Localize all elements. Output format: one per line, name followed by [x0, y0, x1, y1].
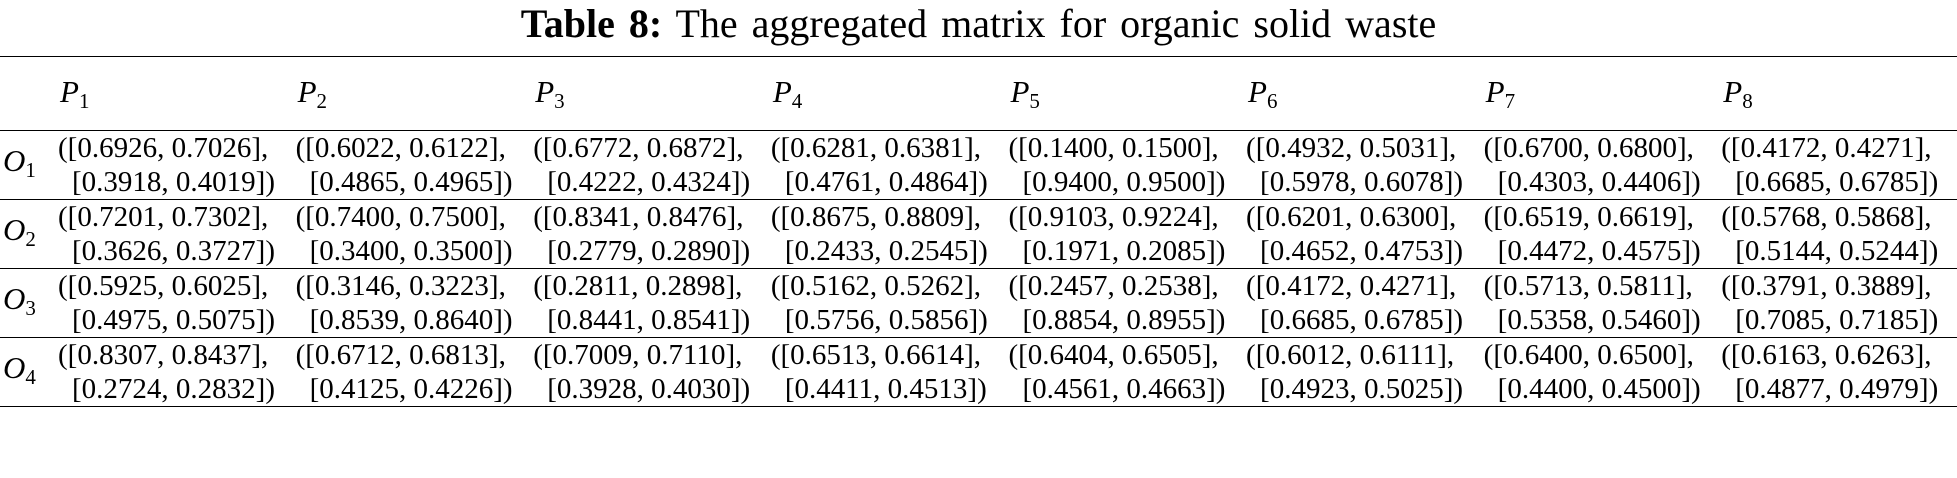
matrix-cell: ([0.8341, 0.8476], [0.2779, 0.2890]) [533, 201, 751, 267]
matrix-cell: ([0.5713, 0.5811], [0.5358, 0.5460]) [1483, 270, 1701, 336]
matrix-cell: ([0.8675, 0.8809], [0.2433, 0.2545]) [770, 201, 988, 267]
column-header: P4 [772, 73, 803, 113]
matrix-cell: ([0.6201, 0.6300], [0.4652, 0.4753]) [1246, 201, 1464, 267]
matrix-cell: ([0.3791, 0.3889], [0.7085, 0.7185]) [1721, 270, 1939, 336]
table-row: O3 ([0.5925, 0.6025], [0.4975, 0.5075]) (… [0, 269, 1957, 338]
matrix-cell: ([0.6926, 0.7026], [0.3918, 0.4019]) [58, 132, 275, 198]
matrix-cell: ([0.2457, 0.2538], [0.8854, 0.8955]) [1008, 270, 1226, 336]
row-header: O1 [3, 142, 36, 182]
table-label: Table 8: [520, 1, 663, 46]
table-row: O4 ([0.8307, 0.8437], [0.2724, 0.2832]) (… [0, 338, 1957, 407]
table-title: The aggregated matrix for organic solid … [675, 1, 1437, 46]
matrix-cell: ([0.6022, 0.6122], [0.4865, 0.4965]) [295, 132, 513, 198]
matrix-cell: ([0.7009, 0.7110], [0.3928, 0.4030]) [533, 339, 751, 405]
column-header: P6 [1248, 73, 1278, 113]
table-caption: Table 8: The aggregated matrix for organ… [0, 2, 1957, 46]
table-row: O1 ([0.6926, 0.7026], [0.3918, 0.4019]) (… [0, 131, 1957, 200]
column-header: P1 [60, 73, 90, 113]
table-row: O2 ([0.7201, 0.7302], [0.3626, 0.3727]) (… [0, 200, 1957, 269]
column-header: P8 [1723, 73, 1753, 113]
column-header: P5 [1010, 73, 1040, 113]
corner-cell [0, 57, 56, 131]
aggregated-matrix-table: P1 P2 P3 P4 P5 P6 P7 P8 O1 ([0.6926, 0.7… [0, 56, 1957, 407]
row-header: O4 [3, 349, 36, 389]
matrix-cell: ([0.5768, 0.5868], [0.5144, 0.5244]) [1721, 201, 1939, 267]
matrix-cell: ([0.5162, 0.5262], [0.5756, 0.5856]) [770, 270, 988, 336]
matrix-cell: ([0.6281, 0.6381], [0.4761, 0.4864]) [770, 132, 988, 198]
matrix-cell: ([0.6712, 0.6813], [0.4125, 0.4226]) [295, 339, 513, 405]
matrix-cell: ([0.7400, 0.7500], [0.3400, 0.3500]) [295, 201, 513, 267]
matrix-cell: ([0.4172, 0.4271], [0.6685, 0.6785]) [1721, 132, 1939, 198]
matrix-cell: ([0.6163, 0.6263], [0.4877, 0.4979]) [1721, 339, 1939, 405]
matrix-cell: ([0.1400, 0.1500], [0.9400, 0.9500]) [1008, 132, 1226, 198]
matrix-cell: ([0.5925, 0.6025], [0.4975, 0.5075]) [58, 270, 275, 336]
matrix-cell: ([0.7201, 0.7302], [0.3626, 0.3727]) [58, 201, 275, 267]
matrix-cell: ([0.2811, 0.2898], [0.8441, 0.8541]) [533, 270, 751, 336]
column-header: P3 [535, 73, 565, 113]
column-header: P2 [297, 73, 328, 113]
matrix-cell: ([0.3146, 0.3223], [0.8539, 0.8640]) [295, 270, 513, 336]
matrix-cell: ([0.6012, 0.6111], [0.4923, 0.5025]) [1246, 339, 1464, 405]
matrix-cell: ([0.8307, 0.8437], [0.2724, 0.2832]) [58, 339, 275, 405]
matrix-cell: ([0.6404, 0.6505], [0.4561, 0.4663]) [1008, 339, 1226, 405]
row-header: O3 [3, 280, 36, 320]
matrix-cell: ([0.4172, 0.4271], [0.6685, 0.6785]) [1246, 270, 1464, 336]
matrix-cell: ([0.6519, 0.6619], [0.4472, 0.4575]) [1483, 201, 1701, 267]
column-header: P7 [1485, 73, 1516, 113]
matrix-cell: ([0.6400, 0.6500], [0.4400, 0.4500]) [1483, 339, 1701, 405]
matrix-cell: ([0.9103, 0.9224], [0.1971, 0.2085]) [1008, 201, 1226, 267]
row-header: O2 [3, 211, 36, 251]
matrix-cell: ([0.6513, 0.6614], [0.4411, 0.4513]) [770, 339, 987, 405]
matrix-cell: ([0.6700, 0.6800], [0.4303, 0.4406]) [1483, 132, 1701, 198]
matrix-cell: ([0.6772, 0.6872], [0.4222, 0.4324]) [533, 132, 751, 198]
header-row: P1 P2 P3 P4 P5 P6 P7 P8 [0, 56, 1957, 131]
matrix-cell: ([0.4932, 0.5031], [0.5978, 0.6078]) [1246, 132, 1464, 198]
